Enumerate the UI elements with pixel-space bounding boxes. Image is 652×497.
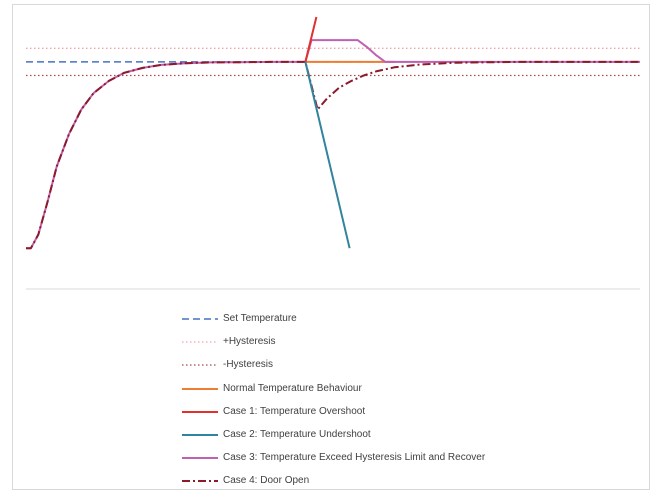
legend-swatch xyxy=(182,480,218,483)
chart-frame: Set Temperature +Hysteresis -Hysteresis Nor… xyxy=(12,4,650,490)
legend-label: Case 1: Temperature Overshoot xyxy=(223,405,366,417)
legend-label: Case 2: Temperature Undershoot xyxy=(223,428,371,440)
series-line-5 xyxy=(304,61,351,249)
legend-swatch xyxy=(182,341,218,343)
legend-swatch xyxy=(182,318,218,320)
legend-swatch xyxy=(182,410,218,413)
legend-label: Case 4: Door Open xyxy=(223,475,310,487)
legend-swatch xyxy=(182,457,218,460)
legend-swatch xyxy=(182,387,218,390)
legend-label: Case 3: Temperature Exceed Hysteresis Li… xyxy=(223,452,486,464)
legend-swatch xyxy=(182,433,218,436)
legend-label: -Hysteresis xyxy=(223,359,274,371)
line-chart xyxy=(26,16,640,290)
series-line-7 xyxy=(26,60,640,250)
legend-label: Set Temperature xyxy=(223,313,297,324)
legend-swatch xyxy=(182,364,218,367)
legend-label: Normal Temperature Behaviour xyxy=(223,382,362,394)
series-line-4 xyxy=(304,16,318,63)
legend-label: +Hysteresis xyxy=(223,336,276,348)
series-line-6 xyxy=(26,39,640,250)
